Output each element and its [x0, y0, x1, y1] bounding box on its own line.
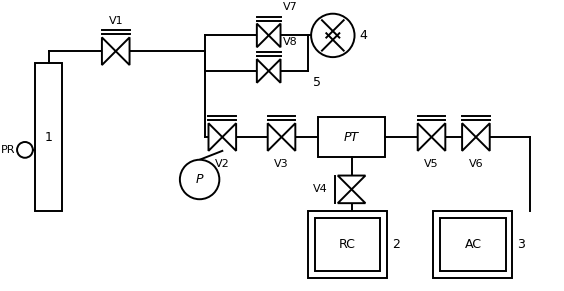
Text: AC: AC: [465, 238, 482, 251]
Text: PT: PT: [344, 131, 359, 143]
Polygon shape: [462, 123, 476, 151]
Polygon shape: [418, 123, 431, 151]
Bar: [440, 218, 505, 271]
Bar: [318, 117, 385, 157]
Polygon shape: [209, 123, 222, 151]
Polygon shape: [431, 123, 446, 151]
Text: RC: RC: [339, 238, 356, 251]
Text: V7: V7: [283, 2, 297, 12]
Polygon shape: [268, 24, 280, 47]
Polygon shape: [268, 123, 281, 151]
Polygon shape: [116, 37, 130, 65]
Bar: [434, 211, 513, 278]
Polygon shape: [281, 123, 296, 151]
Text: PR: PR: [1, 145, 15, 155]
Text: 4: 4: [359, 29, 367, 42]
Circle shape: [311, 14, 355, 57]
Text: V8: V8: [283, 37, 297, 47]
Polygon shape: [476, 123, 490, 151]
Polygon shape: [102, 37, 116, 65]
Text: V4: V4: [313, 184, 328, 194]
Polygon shape: [257, 24, 268, 47]
Polygon shape: [268, 59, 280, 83]
Text: V3: V3: [274, 159, 289, 169]
Polygon shape: [257, 59, 268, 83]
Text: V1: V1: [108, 15, 123, 26]
Polygon shape: [338, 189, 365, 203]
Polygon shape: [222, 123, 236, 151]
Text: 2: 2: [392, 238, 400, 251]
Polygon shape: [338, 175, 365, 189]
Text: 1: 1: [45, 131, 52, 143]
Text: 3: 3: [517, 238, 525, 251]
Circle shape: [17, 142, 33, 158]
Bar: [35, 63, 63, 211]
Text: P: P: [196, 173, 204, 186]
Bar: [315, 218, 380, 271]
Circle shape: [180, 160, 219, 199]
Text: V6: V6: [469, 159, 483, 169]
Text: V5: V5: [424, 159, 439, 169]
Bar: [308, 211, 387, 278]
Text: 5: 5: [313, 76, 321, 89]
Text: V2: V2: [215, 159, 230, 169]
